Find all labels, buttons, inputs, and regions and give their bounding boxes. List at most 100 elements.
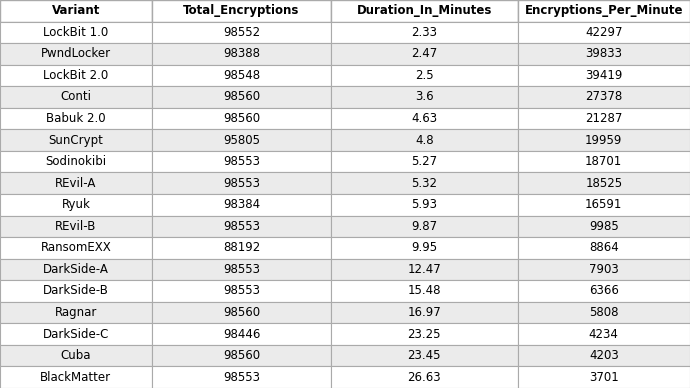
Text: 4203: 4203 [589, 349, 619, 362]
Text: 98553: 98553 [223, 220, 260, 233]
Bar [518, 302, 690, 323]
Text: 21287: 21287 [585, 112, 622, 125]
Text: 98560: 98560 [223, 90, 260, 104]
Bar [518, 65, 690, 86]
Bar [518, 129, 690, 151]
Bar [0, 302, 152, 323]
Text: LockBit 1.0: LockBit 1.0 [43, 26, 108, 39]
Bar [152, 194, 331, 216]
Text: 4234: 4234 [589, 327, 619, 341]
Bar [152, 280, 331, 302]
Text: 18701: 18701 [585, 155, 622, 168]
Bar [331, 259, 518, 280]
Bar [331, 22, 518, 43]
Text: 98560: 98560 [223, 306, 260, 319]
Text: 98553: 98553 [223, 155, 260, 168]
Bar [0, 259, 152, 280]
Bar [152, 237, 331, 259]
Text: 19959: 19959 [585, 133, 622, 147]
Bar [0, 108, 152, 129]
Text: 5.93: 5.93 [411, 198, 437, 211]
Text: 18525: 18525 [585, 177, 622, 190]
Text: 4.8: 4.8 [415, 133, 433, 147]
Bar [331, 280, 518, 302]
Text: 98553: 98553 [223, 263, 260, 276]
Bar [0, 280, 152, 302]
Bar [331, 43, 518, 65]
Bar [0, 86, 152, 108]
Bar [518, 366, 690, 388]
Bar [331, 65, 518, 86]
Bar [152, 366, 331, 388]
Bar [0, 345, 152, 366]
Bar [518, 43, 690, 65]
Text: 2.5: 2.5 [415, 69, 433, 82]
Text: 6366: 6366 [589, 284, 619, 298]
Text: 98553: 98553 [223, 284, 260, 298]
Text: Cuba: Cuba [61, 349, 91, 362]
Text: PwndLocker: PwndLocker [41, 47, 111, 61]
Text: 16.97: 16.97 [408, 306, 441, 319]
Text: 98560: 98560 [223, 112, 260, 125]
Bar [331, 194, 518, 216]
Bar [0, 216, 152, 237]
Text: 88192: 88192 [223, 241, 260, 255]
Text: 5.27: 5.27 [411, 155, 437, 168]
Bar [152, 43, 331, 65]
Bar [518, 216, 690, 237]
Bar [0, 172, 152, 194]
Text: 98560: 98560 [223, 349, 260, 362]
Text: 95805: 95805 [223, 133, 260, 147]
Text: 3.6: 3.6 [415, 90, 433, 104]
Bar [331, 86, 518, 108]
Text: 15.48: 15.48 [408, 284, 441, 298]
Text: 27378: 27378 [585, 90, 622, 104]
Text: 9985: 9985 [589, 220, 619, 233]
Bar [0, 129, 152, 151]
Bar [0, 0, 152, 22]
Text: 5.32: 5.32 [411, 177, 437, 190]
Bar [331, 302, 518, 323]
Bar [152, 65, 331, 86]
Bar [0, 65, 152, 86]
Bar [152, 151, 331, 172]
Bar [152, 172, 331, 194]
Text: 39833: 39833 [585, 47, 622, 61]
Text: 98446: 98446 [223, 327, 260, 341]
Bar [0, 22, 152, 43]
Text: LockBit 2.0: LockBit 2.0 [43, 69, 108, 82]
Bar [152, 302, 331, 323]
Bar [518, 108, 690, 129]
Bar [331, 366, 518, 388]
Bar [331, 151, 518, 172]
Bar [518, 237, 690, 259]
Text: Encryptions_Per_Minute: Encryptions_Per_Minute [524, 4, 683, 17]
Bar [152, 0, 331, 22]
Text: Babuk 2.0: Babuk 2.0 [46, 112, 106, 125]
Bar [331, 129, 518, 151]
Text: 98553: 98553 [223, 177, 260, 190]
Bar [152, 323, 331, 345]
Bar [518, 86, 690, 108]
Bar [518, 280, 690, 302]
Text: 12.47: 12.47 [408, 263, 441, 276]
Bar [0, 43, 152, 65]
Text: 26.63: 26.63 [408, 371, 441, 384]
Text: 23.25: 23.25 [408, 327, 441, 341]
Text: 39419: 39419 [585, 69, 622, 82]
Text: 2.47: 2.47 [411, 47, 437, 61]
Text: DarkSide-A: DarkSide-A [43, 263, 109, 276]
Text: 2.33: 2.33 [411, 26, 437, 39]
Text: 9.95: 9.95 [411, 241, 437, 255]
Text: Sodinokibi: Sodinokibi [46, 155, 106, 168]
Text: DarkSide-B: DarkSide-B [43, 284, 109, 298]
Text: 98553: 98553 [223, 371, 260, 384]
Text: Duration_In_Minutes: Duration_In_Minutes [357, 4, 492, 17]
Text: SunCrypt: SunCrypt [48, 133, 104, 147]
Bar [331, 345, 518, 366]
Text: 23.45: 23.45 [408, 349, 441, 362]
Text: Conti: Conti [61, 90, 91, 104]
Text: REvil-A: REvil-A [55, 177, 97, 190]
Bar [152, 86, 331, 108]
Bar [518, 172, 690, 194]
